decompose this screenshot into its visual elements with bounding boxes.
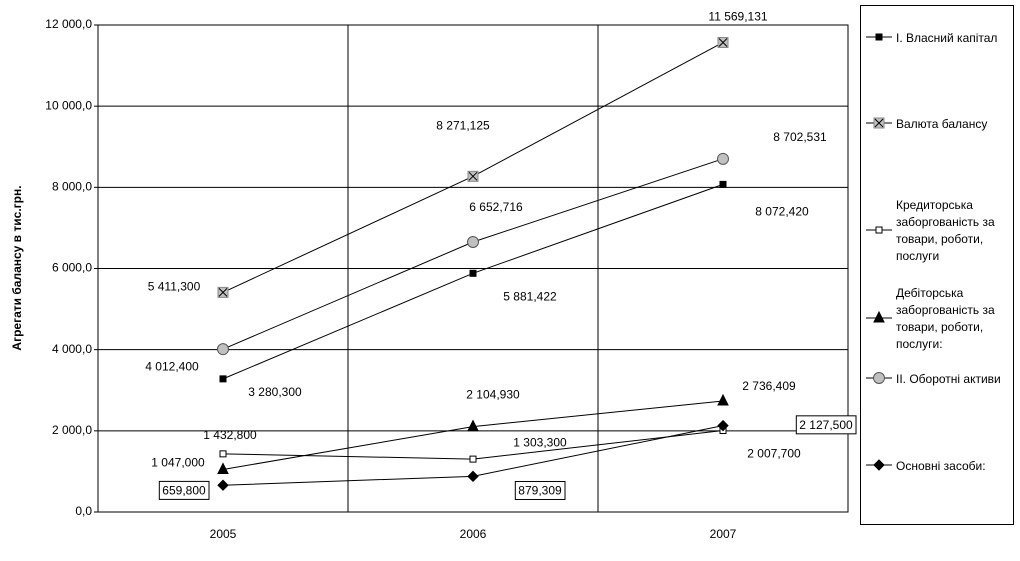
marker-cross bbox=[218, 288, 228, 297]
legend-label: І. Власний капітал bbox=[896, 30, 998, 45]
marker bbox=[467, 236, 479, 249]
marker bbox=[467, 419, 479, 432]
value-label: 2 007,700 bbox=[747, 447, 801, 461]
value-label: 659,800 bbox=[162, 483, 206, 497]
marker-cross bbox=[874, 118, 884, 128]
marker bbox=[217, 462, 229, 475]
y-axis-label: Агрегати балансу в тис.грн. bbox=[10, 185, 24, 350]
value-label: 1 303,300 bbox=[513, 435, 567, 449]
marker bbox=[717, 36, 729, 48]
marker bbox=[717, 393, 729, 406]
marker bbox=[219, 375, 227, 383]
x-tick-label: 2006 bbox=[460, 527, 487, 541]
legend-label: ІІ. Оборотні активи bbox=[896, 371, 1001, 386]
value-label: 4 012,400 bbox=[145, 359, 199, 373]
y-tick-label: 10 000,0 bbox=[45, 98, 92, 112]
value-label-box bbox=[795, 415, 857, 435]
marker bbox=[717, 152, 729, 165]
marker bbox=[719, 180, 727, 188]
marker bbox=[873, 372, 885, 384]
value-label: 2 104,930 bbox=[466, 388, 520, 402]
value-label: 8 072,420 bbox=[755, 205, 809, 219]
value-label: 879,309 bbox=[518, 483, 562, 497]
legend-label: Кредиторська заборгованість за товари, р… bbox=[896, 198, 995, 263]
marker-cross bbox=[718, 38, 728, 47]
marker bbox=[467, 170, 479, 182]
x-tick-label: 2005 bbox=[210, 527, 237, 541]
marker bbox=[873, 117, 885, 129]
marker bbox=[469, 269, 477, 277]
y-tick-label: 2 000,0 bbox=[52, 423, 92, 437]
value-label: 8 702,531 bbox=[773, 130, 827, 144]
marker bbox=[219, 450, 227, 458]
marker bbox=[217, 479, 229, 491]
y-tick-label: 0,0 bbox=[75, 504, 92, 518]
y-tick-label: 4 000,0 bbox=[52, 342, 92, 356]
legend: І. Власний капітал Валюта балансу Кредитор… bbox=[860, 5, 1014, 525]
value-label-box bbox=[514, 480, 566, 500]
value-label: 5 881,422 bbox=[503, 289, 557, 303]
marker bbox=[467, 470, 479, 483]
legend-label: Основні засоби: bbox=[896, 458, 986, 473]
y-tick-label: 12 000,0 bbox=[45, 17, 92, 31]
marker bbox=[873, 310, 885, 323]
y-tick-label: 8 000,0 bbox=[52, 180, 92, 194]
value-label: 2 127,500 bbox=[799, 418, 853, 432]
value-label: 11 569,131 bbox=[708, 10, 767, 24]
value-label: 1 047,000 bbox=[151, 456, 205, 470]
value-label-box bbox=[158, 480, 210, 500]
value-label: 1 432,800 bbox=[203, 428, 257, 442]
value-label: 2 736,409 bbox=[742, 379, 796, 393]
marker bbox=[469, 455, 477, 463]
value-label: 6 652,716 bbox=[469, 200, 523, 214]
marker bbox=[717, 419, 729, 432]
marker bbox=[875, 33, 883, 41]
marker bbox=[217, 343, 229, 356]
legend-label: Валюта балансу bbox=[896, 116, 988, 131]
value-label: 5 411,300 bbox=[148, 280, 201, 294]
marker bbox=[873, 459, 885, 471]
value-label: 8 271,125 bbox=[436, 119, 490, 133]
x-tick-label: 2007 bbox=[710, 527, 737, 541]
value-label: 3 280,300 bbox=[248, 385, 302, 399]
legend-label: Дебіторська заборгованість за товари, ро… bbox=[896, 286, 995, 351]
marker bbox=[875, 226, 883, 234]
marker bbox=[217, 286, 229, 298]
marker-cross bbox=[468, 171, 478, 181]
y-tick-label: 6 000,0 bbox=[52, 261, 92, 275]
